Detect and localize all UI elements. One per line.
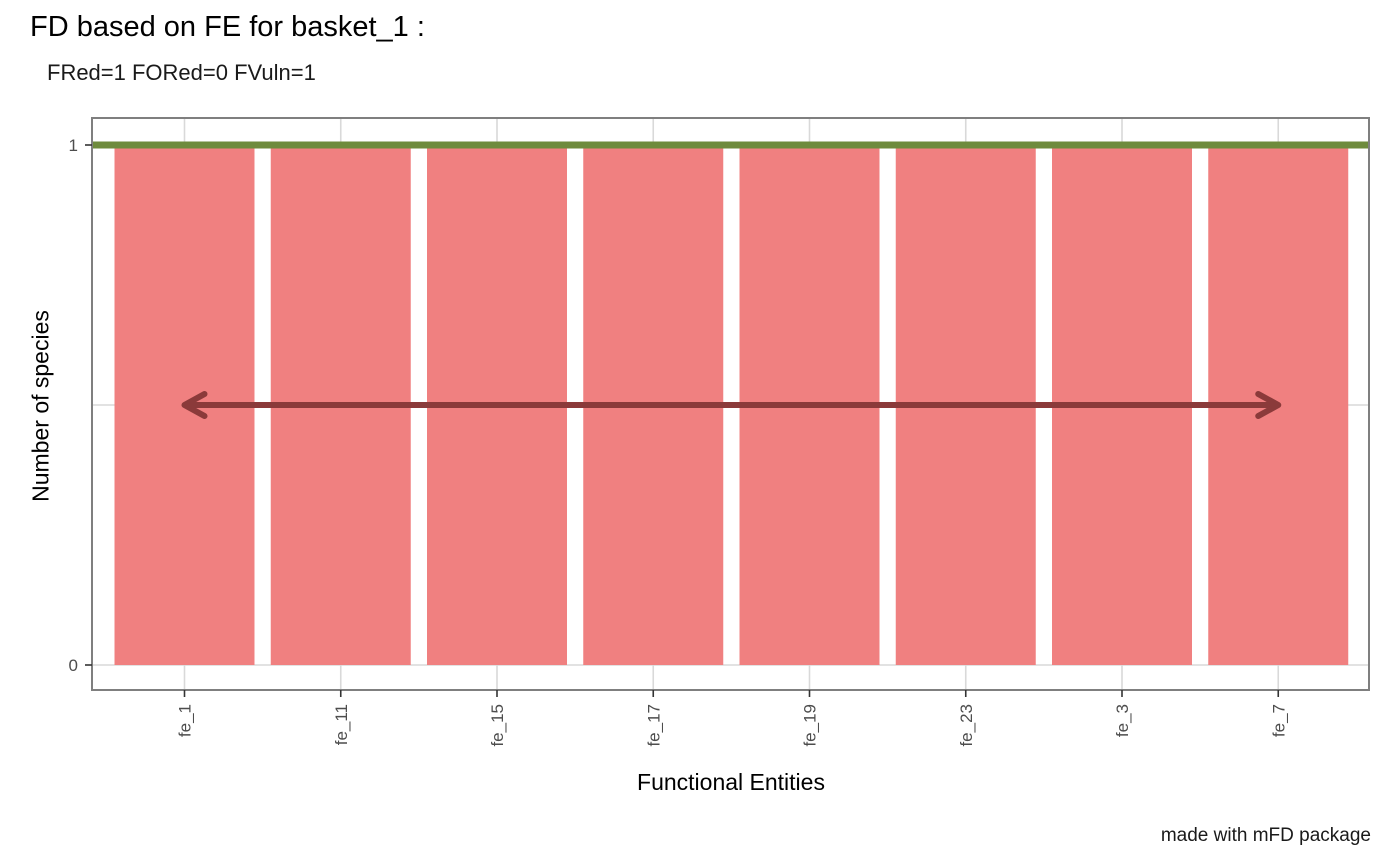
x-tick-label: fe_7 (1269, 704, 1288, 737)
y-axis-label: Number of species (27, 310, 54, 502)
x-tick-label: fe_11 (332, 704, 351, 745)
x-tick-label: fe_1 (176, 704, 195, 737)
chart-subtitle: FRed=1 FORed=0 FVuln=1 (47, 60, 316, 85)
caption: made with mFD package (1160, 825, 1371, 846)
arrow-head-left (181, 391, 208, 419)
arrow-head-right (1255, 391, 1282, 419)
panel-border (91, 117, 1370, 691)
x-tick-label: fe_3 (1113, 704, 1132, 737)
x-tick-label: fe_15 (488, 704, 507, 747)
x-tick-label: fe_17 (644, 704, 663, 747)
y-tick-label: 0 (69, 656, 78, 675)
overlays (92, 141, 1369, 419)
chart-title: FD based on FE for basket_1 : (30, 11, 425, 43)
y-tick-label: 1 (69, 136, 78, 155)
x-axis-label: Functional Entities (637, 769, 825, 795)
x-tick-label: fe_23 (957, 704, 976, 747)
axes: 0 1 fe_1 fe_11 fe_15 fe_17 fe_19 fe_23 fe_3 fe_7 (69, 136, 1289, 747)
x-tick-label: fe_19 (801, 704, 820, 747)
